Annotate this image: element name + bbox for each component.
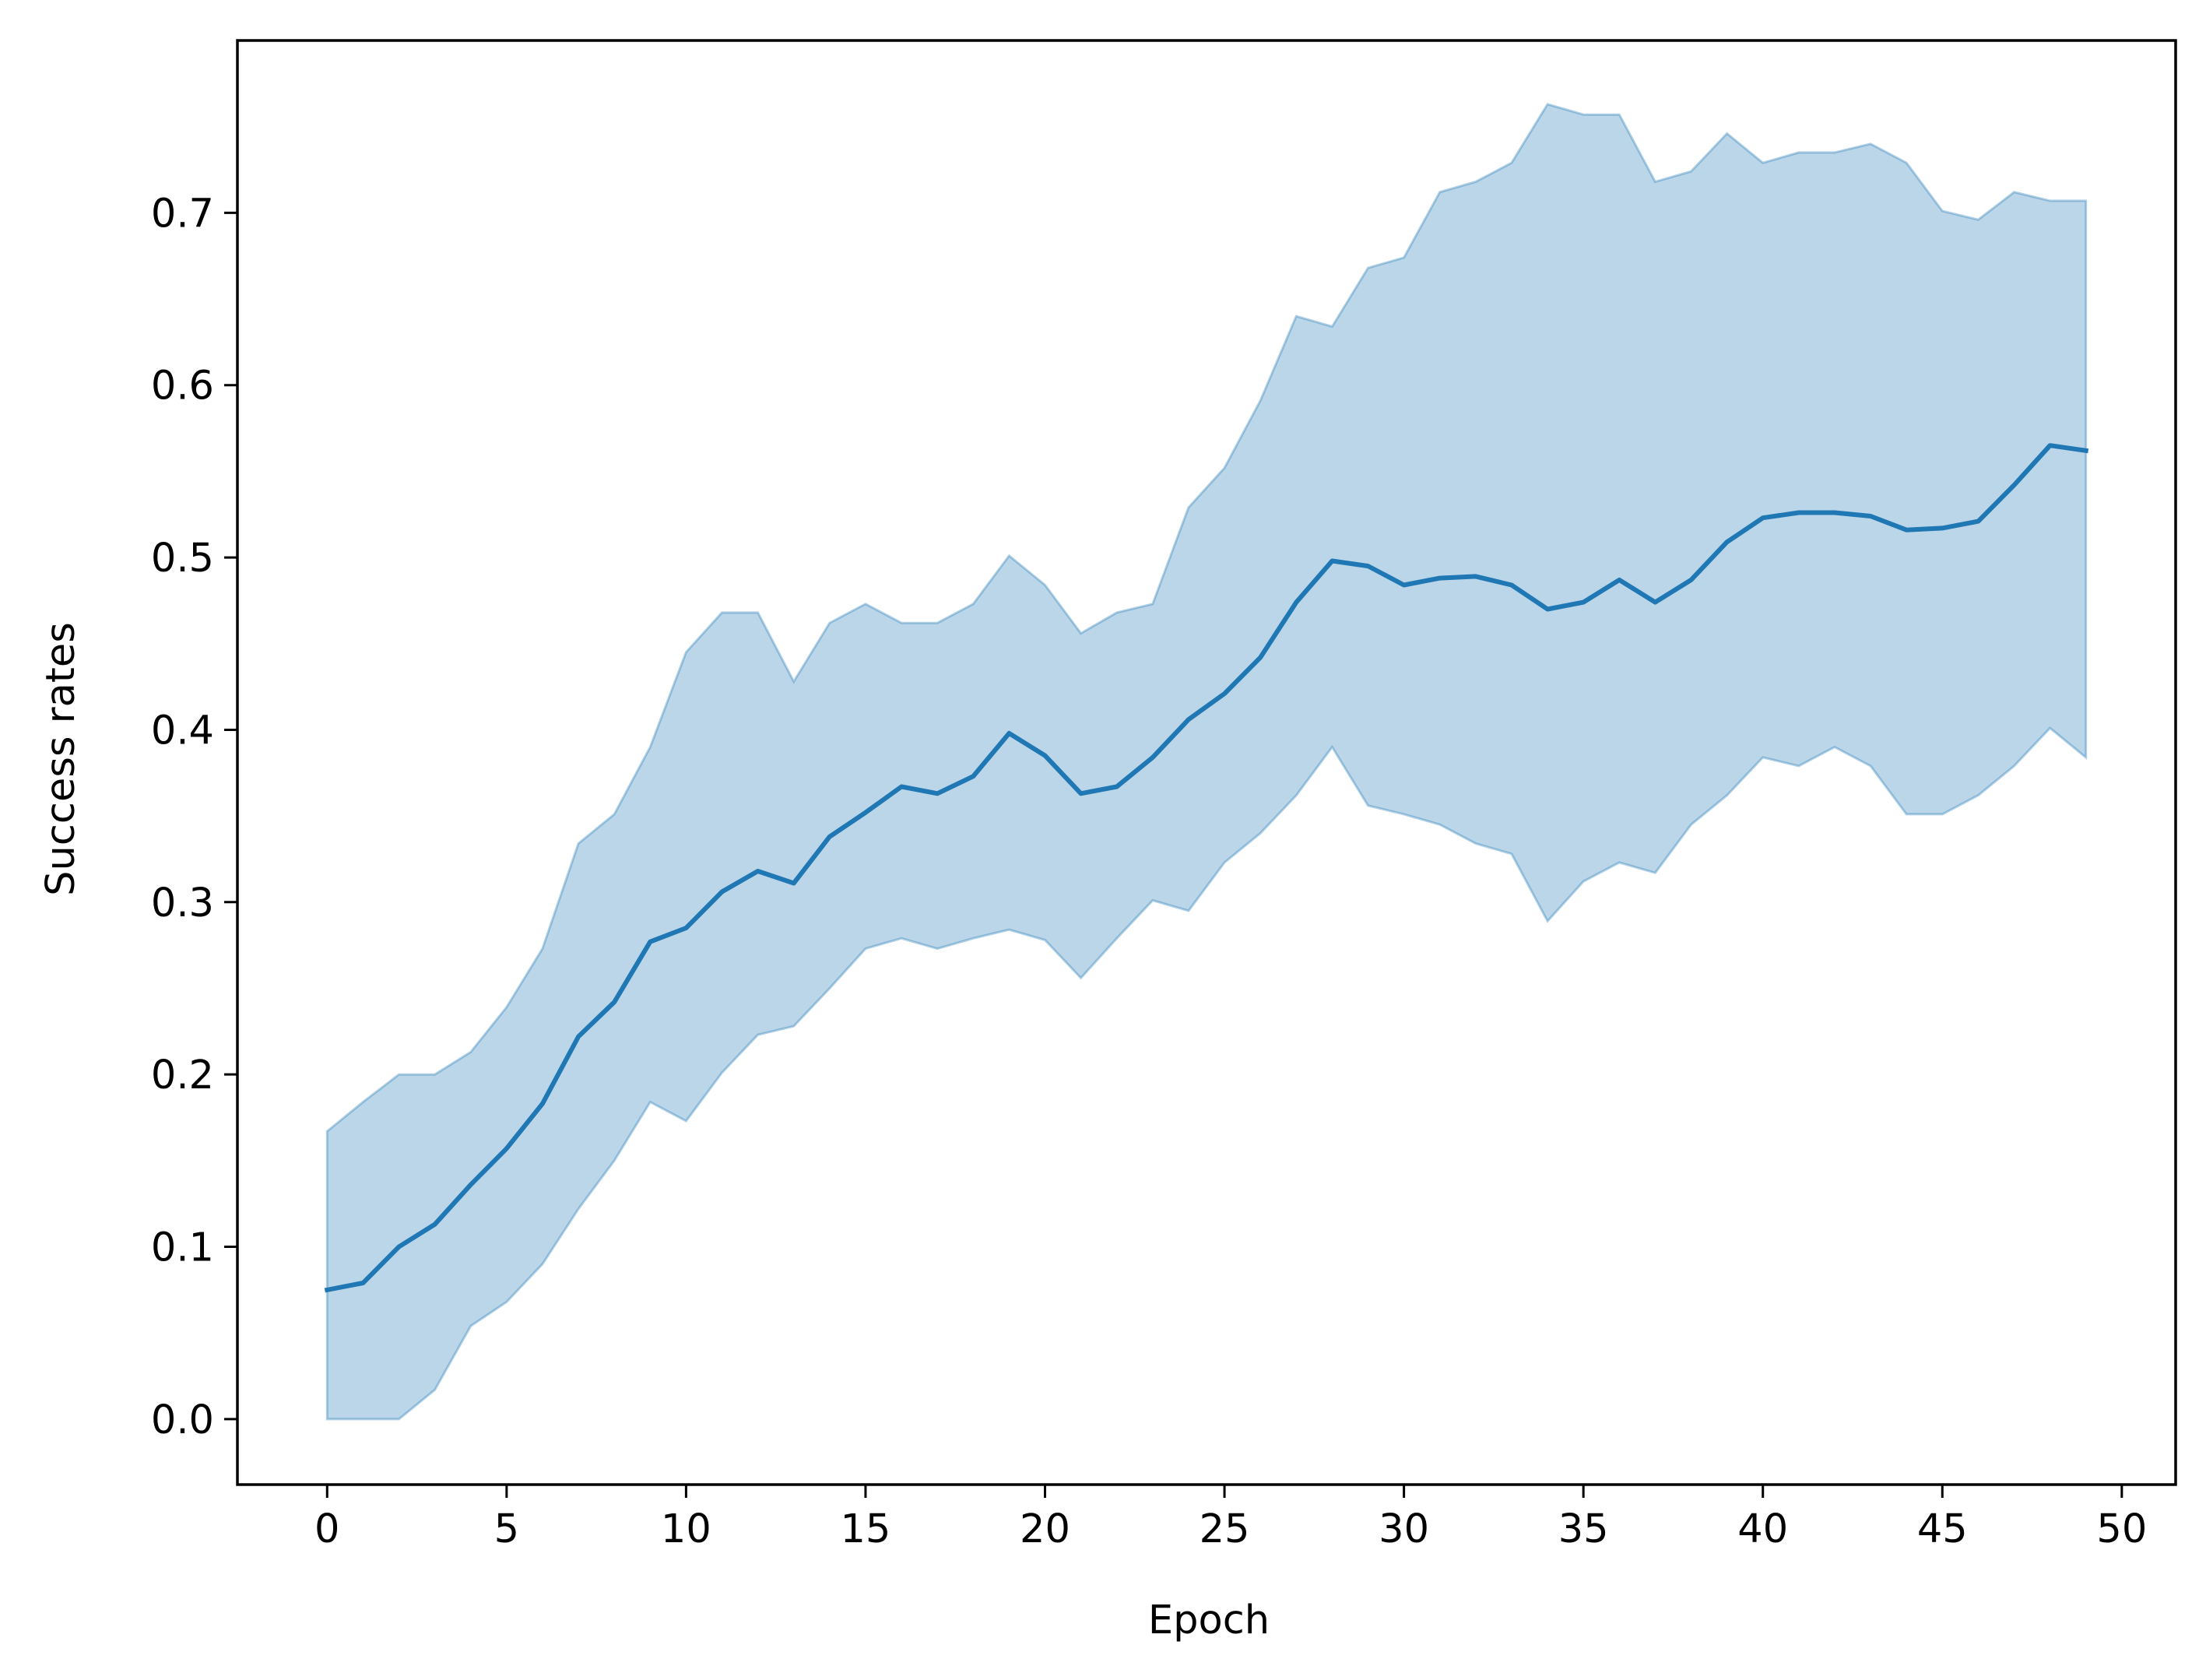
- y-tick-label: 0.4: [151, 708, 214, 754]
- x-tick-label: 50: [2096, 1506, 2147, 1552]
- y-axis-label: Success rates: [38, 622, 84, 896]
- plot-frame: [236, 39, 2177, 1486]
- confidence-band-layer: [325, 103, 2088, 1421]
- y-tick-label: 0.6: [151, 364, 214, 409]
- y-tick-label: 0.5: [151, 536, 214, 582]
- x-axis-label: Epoch: [1148, 1597, 1270, 1643]
- x-tick-label: 35: [1558, 1506, 1609, 1552]
- x-tick-label: 20: [1020, 1506, 1070, 1552]
- y-tick-label: 0.2: [151, 1053, 214, 1098]
- x-tick-label: 15: [840, 1506, 890, 1552]
- x-tick-label: 45: [1917, 1506, 1968, 1552]
- x-tick-label: 10: [661, 1506, 711, 1552]
- y-tick-label: 0.7: [151, 191, 214, 237]
- x-tick-label: 30: [1379, 1506, 1429, 1552]
- x-tick-label: 25: [1200, 1506, 1250, 1552]
- confidence-band: [325, 103, 2088, 1421]
- y-tick-label: 0.3: [151, 880, 214, 926]
- x-tick-label: 5: [494, 1506, 519, 1552]
- x-axis-ticks: 0 5 10 15 20 25 30 35 40 45 50: [314, 1485, 2147, 1552]
- mean-line-layer: [324, 443, 2089, 1293]
- x-tick-label: 40: [1737, 1506, 1788, 1552]
- y-tick-label: 0.0: [151, 1397, 214, 1443]
- y-axis-ticks: 0.0 0.1 0.2 0.3 0.4 0.5 0.6 0.7: [151, 191, 237, 1443]
- mean-line: [324, 443, 2089, 1293]
- y-tick-label: 0.1: [151, 1225, 214, 1271]
- x-tick-label: 0: [314, 1506, 339, 1552]
